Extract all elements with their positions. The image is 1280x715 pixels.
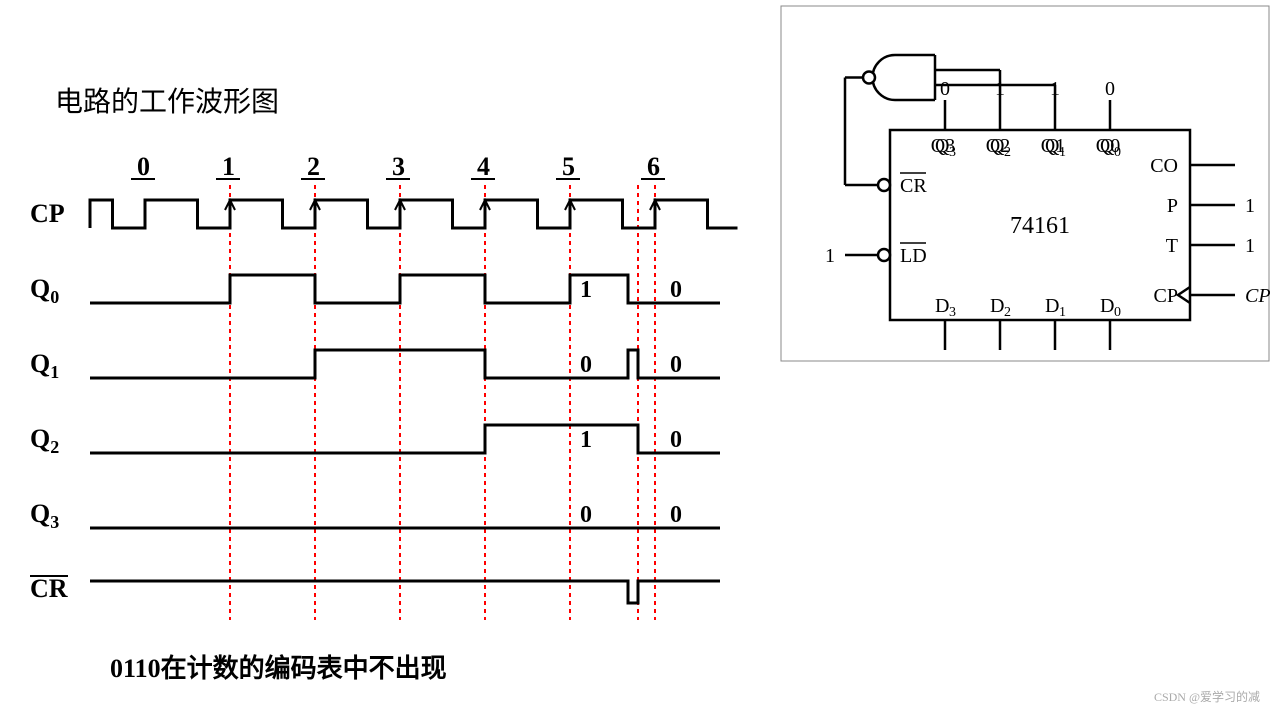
signal-value: 0	[670, 502, 682, 528]
pin-value: 1	[1245, 195, 1255, 217]
signal-value: 0	[580, 502, 592, 528]
pin-label: D	[935, 295, 949, 317]
signal-value: 1	[580, 427, 592, 453]
signal-value: 0	[580, 352, 592, 378]
svg-text:2: 2	[1004, 305, 1011, 320]
time-label: 3	[392, 155, 405, 181]
pin-label: Q	[990, 135, 1005, 157]
diagram-title: 电路的工作波形图	[55, 80, 279, 120]
signal-value: 1	[580, 277, 592, 303]
waveform	[90, 200, 738, 228]
pin-value: 0	[1105, 78, 1115, 100]
time-label: 6	[647, 155, 660, 181]
signal-label: CP	[30, 199, 65, 228]
time-label: 4	[477, 155, 490, 181]
chip-label: 74161	[1010, 213, 1070, 239]
pin-value: 0	[940, 78, 950, 100]
svg-text:1: 1	[1059, 305, 1066, 320]
signal-value: 0	[670, 427, 682, 453]
time-label: 1	[222, 155, 235, 181]
pin-value: 1	[1245, 235, 1255, 257]
pin-label: T	[1166, 235, 1178, 257]
signal-label: Q1	[30, 349, 59, 382]
waveform	[90, 350, 720, 378]
pin-label: Q	[1045, 135, 1060, 157]
pin-label: D	[1045, 295, 1059, 317]
waveform	[90, 581, 720, 603]
waveform	[90, 425, 720, 453]
signal-label: CR	[30, 574, 68, 603]
pin-label: CO	[1150, 155, 1178, 177]
circuit-diagram: 74161Q3Q2Q1Q0Q30Q21Q11Q00D3D2D1D0CRLD1CO…	[780, 5, 1270, 375]
svg-text:3: 3	[949, 305, 956, 320]
timing-diagram: 0 1 2 3 4 5 6 CP Q0 1 0 Q1 0 0 Q2 1 0 Q3 0 0 CR	[20, 155, 750, 635]
waveform	[90, 275, 720, 303]
signal-label: Q2	[30, 424, 59, 457]
svg-text:2: 2	[1004, 145, 1011, 160]
cp-external: CP	[1245, 285, 1270, 307]
svg-text:0: 0	[1114, 145, 1121, 160]
pin-label: D	[1100, 295, 1114, 317]
nand-gate	[873, 55, 936, 100]
svg-text:0: 0	[1114, 305, 1121, 320]
svg-text:1: 1	[1059, 145, 1066, 160]
pin-label: CP	[1154, 285, 1178, 307]
time-label: 5	[562, 155, 575, 181]
watermark: CSDN @爱学习的减	[1154, 688, 1260, 705]
pin-value: 1	[825, 245, 835, 267]
signal-value: 0	[670, 277, 682, 303]
signal-label: Q0	[30, 274, 59, 307]
pin-label: LD	[900, 245, 927, 267]
pin-label: CR	[900, 175, 927, 197]
svg-text:3: 3	[949, 145, 956, 160]
pin-label: Q	[935, 135, 950, 157]
footer-note: 0110在计数的编码表中不出现	[110, 648, 447, 685]
pin-label: Q	[1100, 135, 1115, 157]
signal-label: Q3	[30, 499, 59, 532]
pin-label: D	[990, 295, 1004, 317]
pin-label: P	[1167, 195, 1178, 217]
time-label: 2	[307, 155, 320, 181]
time-label: 0	[137, 155, 150, 181]
signal-value: 0	[670, 352, 682, 378]
